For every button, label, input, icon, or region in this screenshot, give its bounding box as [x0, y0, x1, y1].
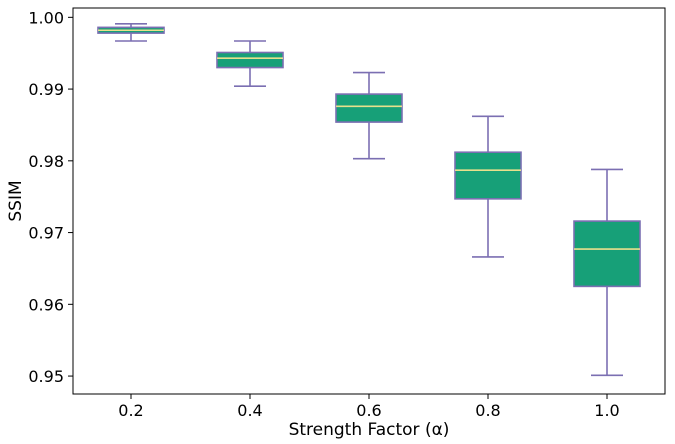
x-axis: 0.2 0.4 0.6 0.8 1.0 [118, 394, 620, 420]
x-tick-label: 0.6 [356, 401, 381, 420]
y-axis-label: SSIM [6, 180, 26, 221]
iqr-box [454, 151, 522, 200]
iqr-box [216, 51, 284, 69]
x-tick-label: 1.0 [594, 401, 619, 420]
y-axis: 0.95 0.96 0.97 0.98 0.99 1.00 [28, 8, 73, 386]
x-tick-label: 0.4 [237, 401, 262, 420]
box-series [97, 22, 641, 377]
x-axis-label: Strength Factor (α) [289, 420, 450, 440]
iqr-box [573, 220, 641, 288]
y-tick-label: 0.95 [28, 367, 64, 386]
y-tick-label: 0.98 [28, 152, 64, 171]
y-tick-label: 0.97 [28, 224, 64, 243]
y-tick-label: 0.99 [28, 80, 64, 99]
iqr-box [335, 93, 403, 123]
y-tick-label: 1.00 [28, 8, 64, 27]
x-tick-label: 0.8 [475, 401, 500, 420]
plot-area-frame [72, 7, 666, 395]
x-tick-label: 0.2 [118, 401, 143, 420]
y-tick-label: 0.96 [28, 295, 64, 314]
